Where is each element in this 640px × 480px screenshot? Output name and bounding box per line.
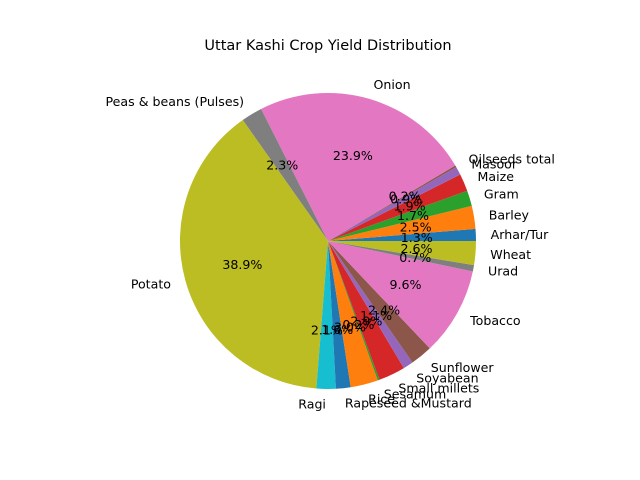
percent-label-onion: 23.9% — [333, 148, 373, 163]
slice-wheat — [328, 241, 476, 266]
category-label-soyabean: Soyabean — [416, 370, 478, 385]
slice-sunflower — [328, 241, 430, 363]
percent-label-rapeseed-mustard: 1.6% — [321, 322, 353, 337]
percent-label-sunflower: 2.4% — [368, 302, 400, 317]
slice-maize — [328, 174, 468, 241]
slice-peas-beans-pulses — [242, 108, 328, 241]
slice-onion — [261, 93, 456, 241]
percent-label-ragi: 2.1% — [311, 322, 343, 337]
slice-oilseeds-total — [328, 165, 457, 241]
category-label-gram: Gram — [484, 187, 519, 202]
slice-barley — [328, 205, 476, 241]
category-label-wheat: Wheat — [490, 247, 531, 262]
slice-potato — [179, 120, 328, 389]
category-label-barley: Barley — [489, 207, 530, 222]
category-label-onion: Onion — [374, 77, 411, 92]
percent-label-maize: 1.9% — [394, 198, 426, 213]
category-label-arhar-tur: Arhar/Tur — [491, 227, 549, 242]
slice-soyabean — [328, 241, 413, 369]
category-label-oilseeds-total: Oilseeds total — [469, 151, 555, 166]
slice-tobacco — [328, 241, 473, 349]
category-label-urad: Urad — [488, 264, 518, 279]
percent-label-wheat: 2.6% — [401, 241, 433, 256]
percent-label-potato: 38.9% — [222, 257, 262, 272]
percent-label-peas-beans-pulses: 2.3% — [266, 157, 298, 172]
chart-title: Uttar Kashi Crop Yield Distribution — [204, 38, 451, 54]
category-label-ragi: Ragi — [298, 396, 326, 411]
category-label-tobacco: Tobacco — [469, 313, 521, 328]
slice-gram — [328, 190, 472, 241]
percent-label-tobacco: 9.6% — [390, 277, 422, 292]
percent-label-rice: 3.0% — [334, 320, 366, 335]
category-label-sunflower: Sunflower — [431, 360, 495, 375]
slice-masoor — [328, 167, 461, 241]
percent-label-small-millets: 2.9% — [350, 314, 382, 329]
percent-label-arhar-tur: 1.3% — [401, 230, 433, 245]
percent-label-soyabean: 1.1% — [360, 308, 392, 323]
category-label-maize: Maize — [478, 169, 515, 184]
slice-small-millets — [328, 241, 404, 380]
percent-label-urad: 0.7% — [399, 250, 431, 265]
category-label-masoor: Masoor — [471, 156, 518, 171]
slice-sesamum — [328, 241, 380, 381]
pie-slices — [179, 93, 476, 390]
percent-label-gram: 1.7% — [397, 208, 429, 223]
slice-arhar-tur — [328, 228, 476, 241]
slice-rapeseed-mustard — [328, 241, 351, 389]
slice-urad — [328, 241, 475, 272]
category-label-sesamum: Sesamum — [384, 386, 447, 401]
percent-labels: 1.3%2.5%1.7%1.9%0.9%0.2%23.9%2.3%38.9%2.… — [222, 148, 432, 337]
percent-label-barley: 2.5% — [400, 219, 432, 234]
category-label-rapeseed-mustard: Rapeseed &Mustard — [345, 395, 472, 410]
category-label-potato: Potato — [131, 277, 171, 292]
category-label-peas-beans-pulses: Peas & beans (Pulses) — [106, 94, 245, 109]
category-label-small-millets: Small millets — [398, 380, 479, 395]
slice-rice — [328, 241, 378, 388]
percent-label-oilseeds-total: 0.2% — [389, 189, 421, 204]
category-label-rice: Rice — [368, 391, 395, 406]
percent-label-masoor: 0.9% — [390, 191, 422, 206]
percent-label-sesamum: 0.2% — [342, 317, 374, 332]
slice-ragi — [316, 241, 336, 390]
